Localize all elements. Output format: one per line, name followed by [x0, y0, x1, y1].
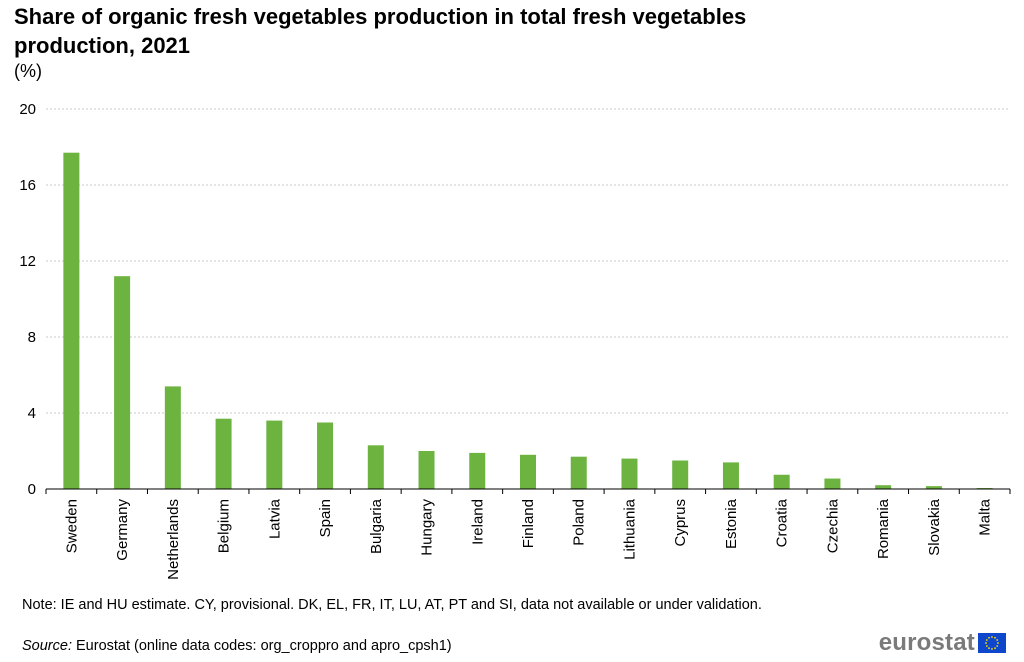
- y-tick-label: 8: [28, 329, 36, 346]
- bar-slovakia: [925, 486, 942, 489]
- y-tick-label: 20: [19, 101, 36, 118]
- source-text: Eurostat (online data codes: org_croppro…: [71, 638, 452, 654]
- x-tick-label: Malta: [977, 498, 994, 535]
- source-label: Source:: [22, 638, 72, 654]
- eu-flag-icon: [978, 633, 1006, 653]
- x-tick-label: Romania: [875, 498, 892, 559]
- x-axis-labels: Sweden Germany Netherlands Belgium Latvia Spa…: [63, 498, 993, 580]
- bar-spain: [317, 422, 334, 489]
- x-tick-label: Sweden: [63, 499, 80, 553]
- y-tick-label: 12: [19, 253, 36, 270]
- x-tick-label: Finland: [520, 499, 537, 548]
- x-tick-label: Lithuania: [621, 498, 638, 560]
- bar-lithuania: [621, 458, 638, 489]
- x-tick-label: Slovakia: [926, 498, 943, 555]
- flag-star: [991, 636, 993, 638]
- x-tick-label: Belgium: [216, 499, 233, 553]
- gridlines: [46, 108, 1010, 414]
- bar-belgium: [215, 418, 232, 489]
- footnote: Note: IE and HU estimate. CY, provisiona…: [22, 597, 762, 613]
- source-line: Source: Eurostat (online data codes: org…: [22, 638, 452, 655]
- bar-ireland: [469, 452, 486, 489]
- x-tick-label: Germany: [114, 499, 131, 561]
- bar-estonia: [722, 462, 739, 489]
- bar-czechia: [824, 478, 841, 489]
- bar-chart: 0 4 8 12 16 20 Sweden Germany Netherlands Belgiu…: [19, 101, 1011, 580]
- flag-star: [985, 639, 988, 641]
- bar-netherlands: [164, 386, 181, 489]
- x-tick-label: Poland: [571, 499, 588, 546]
- flag-star: [991, 648, 993, 650]
- x-tick-label: Croatia: [774, 498, 791, 547]
- x-tick-label: Estonia: [723, 498, 740, 549]
- x-axis: [45, 488, 1011, 494]
- flag-star: [996, 645, 999, 647]
- logo-text: eurostat: [878, 629, 975, 656]
- bar-latvia: [266, 420, 283, 489]
- bar-bulgaria: [367, 445, 384, 489]
- flag-star: [996, 639, 999, 641]
- x-tick-label: Czechia: [824, 498, 841, 553]
- bars: [63, 152, 993, 489]
- flag-star: [994, 647, 996, 650]
- bar-croatia: [773, 474, 790, 489]
- flag-star: [997, 642, 999, 644]
- bar-poland: [570, 456, 587, 489]
- x-tick-label: Cyprus: [672, 499, 689, 547]
- y-tick-label: 4: [28, 405, 36, 422]
- x-tick-label: Hungary: [419, 499, 436, 556]
- bar-germany: [114, 276, 131, 489]
- flag-star: [985, 645, 988, 647]
- flag-star: [994, 636, 996, 639]
- bar-sweden: [63, 152, 80, 489]
- flag-star: [988, 636, 990, 639]
- x-tick-label: Spain: [317, 499, 334, 537]
- bar-hungary: [418, 451, 435, 489]
- eurostat-logo[interactable]: eurostat: [879, 630, 1006, 656]
- x-tick-label: Bulgaria: [368, 498, 385, 554]
- y-tick-label: 0: [28, 481, 36, 498]
- x-tick-label: Latvia: [266, 498, 283, 539]
- x-tick-label: Ireland: [469, 499, 486, 545]
- flag-star: [988, 647, 990, 650]
- chart-title: Share of organic fresh vegetables produc…: [14, 4, 747, 58]
- flag-star: [985, 642, 987, 644]
- y-axis-ticks: 0 4 8 12 16 20: [19, 101, 36, 498]
- bar-finland: [520, 454, 536, 489]
- bar-romania: [875, 485, 892, 489]
- unit-label: (%): [14, 61, 42, 81]
- bar-cyprus: [672, 460, 689, 489]
- y-tick-label: 16: [19, 177, 36, 194]
- x-tick-label: Netherlands: [165, 499, 182, 580]
